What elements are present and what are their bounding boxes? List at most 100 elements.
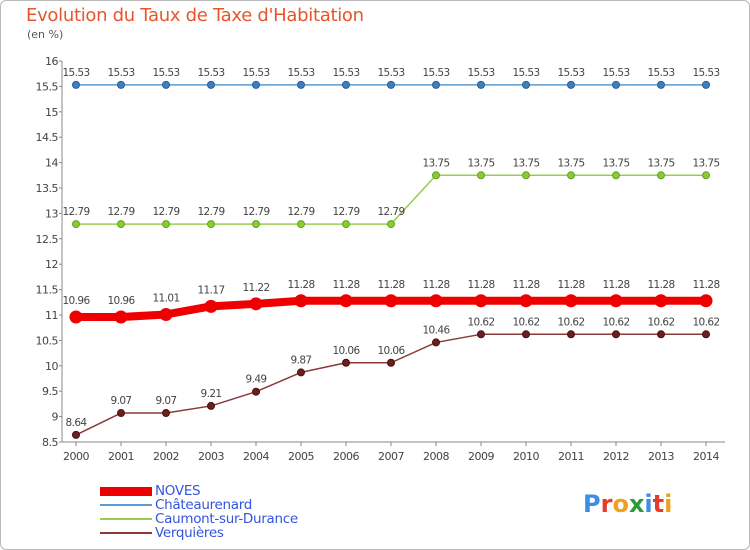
legend-label-caumont: Caumont-sur-Durance xyxy=(155,511,298,527)
data-point-caumont xyxy=(657,171,665,180)
data-point-caumont xyxy=(432,171,440,180)
data-label-noves: 11.22 xyxy=(242,282,269,294)
data-label-caumont: 13.75 xyxy=(422,157,449,169)
data-label-chateaurenard: 15.53 xyxy=(242,67,269,79)
data-label-chateaurenard: 15.53 xyxy=(512,67,539,79)
data-point-chateaurenard xyxy=(522,80,530,89)
data-label-noves: 11.28 xyxy=(647,279,674,291)
y-tick-label: 8.5 xyxy=(42,436,58,449)
data-label-chateaurenard: 15.53 xyxy=(287,67,314,79)
x-tick-label: 2011 xyxy=(558,450,584,463)
logo-letter: t xyxy=(652,490,665,518)
data-point-chateaurenard xyxy=(612,80,620,89)
legend-item-noves: NOVES xyxy=(100,483,360,499)
data-point-verquieres xyxy=(72,430,80,439)
data-label-caumont: 12.79 xyxy=(287,206,314,218)
legend-item-caumont: Caumont-sur-Durance xyxy=(100,511,360,527)
data-label-caumont: 12.79 xyxy=(107,206,134,218)
data-label-noves: 10.96 xyxy=(62,295,90,307)
data-label-caumont: 12.79 xyxy=(62,206,89,218)
data-label-chateaurenard: 15.53 xyxy=(197,67,224,79)
data-point-noves xyxy=(384,294,398,308)
data-point-caumont xyxy=(702,171,710,180)
data-label-verquieres: 10.06 xyxy=(377,345,405,357)
logo-letter: r xyxy=(600,490,613,518)
data-point-noves xyxy=(294,294,308,308)
logo-letter: i xyxy=(664,490,673,518)
data-label-caumont: 13.75 xyxy=(467,157,494,169)
data-point-caumont xyxy=(117,220,125,229)
data-point-verquieres xyxy=(207,401,215,410)
data-label-chateaurenard: 15.53 xyxy=(107,67,134,79)
legend-label-verquieres: Verquières xyxy=(155,525,224,541)
data-point-chateaurenard xyxy=(162,80,170,89)
data-point-chateaurenard xyxy=(72,80,80,89)
data-point-noves xyxy=(609,294,623,308)
data-label-noves: 11.28 xyxy=(377,279,404,291)
data-label-chateaurenard: 15.53 xyxy=(557,67,584,79)
y-tick-label: 12.5 xyxy=(36,233,59,246)
data-label-caumont: 13.75 xyxy=(557,157,584,169)
data-label-verquieres: 10.06 xyxy=(332,345,360,357)
data-point-noves xyxy=(69,310,83,324)
data-label-chateaurenard: 15.53 xyxy=(422,67,449,79)
data-point-noves xyxy=(249,297,263,311)
x-tick-label: 2002 xyxy=(153,450,179,463)
data-point-noves xyxy=(699,294,713,308)
data-point-verquieres xyxy=(387,358,395,367)
data-label-verquieres: 10.62 xyxy=(647,316,674,328)
data-label-noves: 11.17 xyxy=(197,284,224,296)
y-tick-label: 9 xyxy=(52,411,59,424)
y-tick-label: 16 xyxy=(45,55,58,68)
y-tick-label: 13 xyxy=(45,207,58,220)
data-label-verquieres: 10.62 xyxy=(467,316,494,328)
legend-swatch-verquieres xyxy=(100,532,152,534)
x-tick-label: 2014 xyxy=(693,450,719,463)
y-tick-label: 15.5 xyxy=(36,80,59,93)
data-label-caumont: 12.79 xyxy=(332,206,359,218)
x-tick-label: 2007 xyxy=(378,450,404,463)
y-tick-label: 13.5 xyxy=(36,182,59,195)
data-point-caumont xyxy=(387,220,395,229)
data-point-verquieres xyxy=(432,338,440,347)
data-label-noves: 11.28 xyxy=(332,279,359,291)
data-point-noves xyxy=(564,294,578,308)
data-label-noves: 11.28 xyxy=(557,279,584,291)
data-label-caumont: 12.79 xyxy=(152,206,179,218)
data-point-noves xyxy=(474,294,488,308)
data-label-chateaurenard: 15.53 xyxy=(332,67,359,79)
data-label-chateaurenard: 15.53 xyxy=(602,67,629,79)
x-tick-label: 2010 xyxy=(513,450,539,463)
data-label-verquieres: 9.49 xyxy=(246,374,267,386)
data-label-verquieres: 10.62 xyxy=(692,316,719,328)
data-point-verquieres xyxy=(657,330,665,339)
x-tick-label: 2005 xyxy=(288,450,314,463)
data-point-noves xyxy=(114,310,128,324)
data-label-noves: 11.28 xyxy=(602,279,629,291)
data-label-chateaurenard: 15.53 xyxy=(377,67,404,79)
data-label-verquieres: 10.62 xyxy=(602,316,629,328)
data-label-verquieres: 10.62 xyxy=(557,316,584,328)
data-point-chateaurenard xyxy=(702,80,710,89)
data-point-chateaurenard xyxy=(387,80,395,89)
y-tick-label: 11 xyxy=(45,309,58,322)
legend-item-verquieres: Verquières xyxy=(100,525,360,541)
data-point-verquieres xyxy=(252,387,260,396)
data-label-verquieres: 9.21 xyxy=(201,388,222,400)
legend-swatch-caumont xyxy=(100,518,152,520)
data-label-verquieres: 10.46 xyxy=(422,324,450,336)
data-point-verquieres xyxy=(297,368,305,377)
data-label-noves: 11.28 xyxy=(467,279,494,291)
data-point-caumont xyxy=(612,171,620,180)
data-label-caumont: 13.75 xyxy=(647,157,674,169)
legend-swatch-chateaurenard xyxy=(100,504,152,506)
data-point-noves xyxy=(339,294,353,308)
y-tick-label: 12 xyxy=(45,258,58,271)
chart-title: Evolution du Taux de Taxe d'Habitation xyxy=(26,5,364,26)
logo-letter: x xyxy=(628,490,645,518)
data-point-chateaurenard xyxy=(477,80,485,89)
data-point-noves xyxy=(429,294,443,308)
data-label-noves: 11.28 xyxy=(287,279,314,291)
data-label-noves: 11.28 xyxy=(422,279,449,291)
